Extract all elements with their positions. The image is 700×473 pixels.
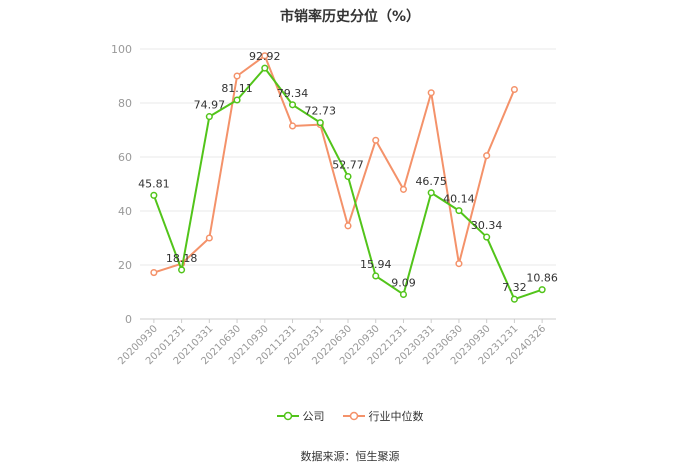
legend-item-industry[interactable]: 行业中位数 xyxy=(342,408,424,424)
legend-swatch-industry xyxy=(342,411,365,421)
data-point-company xyxy=(288,101,297,109)
y-tick-label: 80 xyxy=(118,97,132,110)
data-label-company: 18.18 xyxy=(166,252,198,265)
data-label-company: 40.14 xyxy=(443,193,475,206)
data-point-industry xyxy=(372,136,380,144)
data-point-company xyxy=(427,189,435,197)
y-tick-label: 100 xyxy=(111,43,132,56)
series-line-industry xyxy=(153,54,516,274)
data-point-industry xyxy=(261,52,269,60)
data-point-company xyxy=(372,272,380,280)
data-point-company xyxy=(483,233,491,241)
data-point-company xyxy=(538,286,546,294)
chart-plot: 0204060801002020093020201231202103312021… xyxy=(111,43,558,367)
data-point-company xyxy=(399,290,408,299)
data-point-company xyxy=(261,64,269,72)
data-label-company: 15.94 xyxy=(360,258,392,271)
data-point-company xyxy=(316,119,324,127)
data-label-company: 30.34 xyxy=(471,219,503,232)
data-point-industry xyxy=(233,72,241,80)
y-tick-label: 20 xyxy=(118,259,132,272)
data-label-company: 45.81 xyxy=(138,177,170,190)
legend-label-company: 公司 xyxy=(302,410,325,423)
data-point-company xyxy=(510,295,518,303)
data-point-company xyxy=(455,207,463,215)
data-label-company: 52.77 xyxy=(332,159,364,172)
chart-title: 市销率历史分位（%） xyxy=(279,9,421,25)
data-point-industry xyxy=(483,152,491,160)
data-label-company: 9.09 xyxy=(391,276,416,289)
data-label-company: 10.86 xyxy=(526,272,558,285)
data-point-company xyxy=(205,113,213,121)
source-note: 数据来源：恒生聚源 xyxy=(300,450,400,463)
data-label-company: 72.73 xyxy=(305,105,337,118)
data-label-company: 74.97 xyxy=(194,99,226,112)
data-point-industry xyxy=(205,234,213,242)
data-point-industry xyxy=(455,260,463,268)
data-label-company: 92.92 xyxy=(249,50,281,63)
y-tick-label: 60 xyxy=(118,151,132,164)
data-label-company: 7.32 xyxy=(502,281,527,294)
legend-swatch-company xyxy=(276,411,299,421)
data-point-industry xyxy=(427,89,435,97)
data-point-industry xyxy=(510,85,518,94)
chart-legend: 公司 行业中位数 xyxy=(0,408,700,424)
legend-item-company[interactable]: 公司 xyxy=(276,408,325,424)
data-point-company xyxy=(233,96,241,104)
data-point-industry xyxy=(399,185,408,193)
data-point-company xyxy=(344,172,352,181)
legend-label-industry: 行业中位数 xyxy=(368,410,424,423)
data-label-company: 46.75 xyxy=(415,175,447,188)
data-label-company: 79.34 xyxy=(277,87,309,100)
data-point-industry xyxy=(288,122,297,130)
data-point-industry xyxy=(150,269,158,277)
data-point-industry xyxy=(344,222,352,230)
data-label-company: 81.11 xyxy=(221,82,253,95)
data-point-company xyxy=(178,266,186,274)
data-point-company xyxy=(150,191,158,199)
y-tick-label: 0 xyxy=(125,313,132,326)
y-tick-label: 40 xyxy=(118,205,132,218)
